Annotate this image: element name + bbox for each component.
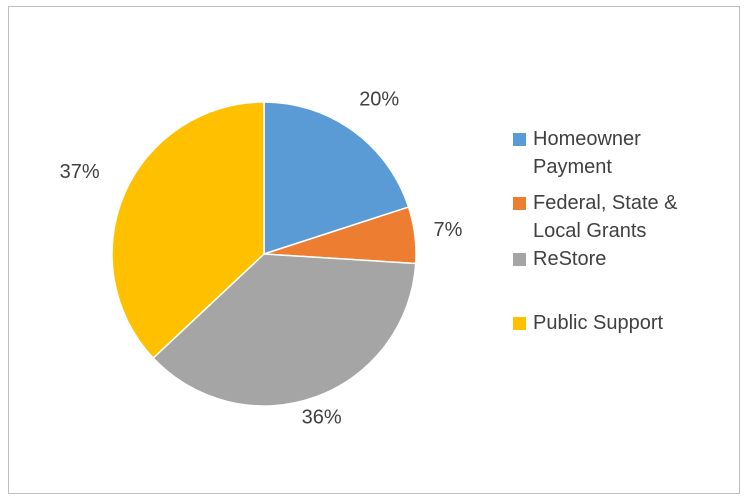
legend-label-homeowner-payment: Homeowner Payment [533,128,641,178]
legend-item-homeowner-payment: Homeowner Payment [513,125,738,181]
legend-item-restore: ReStore [513,245,738,273]
data-label-homeowner-payment: 20% [359,89,399,111]
legend-swatch-homeowner-payment [513,133,526,146]
legend-swatch-grants [513,197,526,210]
pie-slice-public-support [111,101,265,360]
data-label-public-support: 37% [60,161,100,183]
legend-label-restore: ReStore [533,248,607,270]
legend-label-grants: Federal, State & Local Grants [533,192,678,242]
legend-item-public-support: Public Support [513,309,738,337]
pie-slice-restore [152,253,417,407]
legend-item-grants: Federal, State & Local Grants [513,189,738,245]
legend-swatch-public-support [513,317,526,330]
data-label-federal-state-local-grants: 7% [434,219,463,241]
legend-swatch-restore [513,253,526,266]
legend: Homeowner Payment Federal, State & Local… [513,125,738,337]
pie-slice-homeowner-payment [263,101,410,256]
legend-label-public-support: Public Support [533,312,664,334]
data-label-restore: 36% [302,406,342,428]
